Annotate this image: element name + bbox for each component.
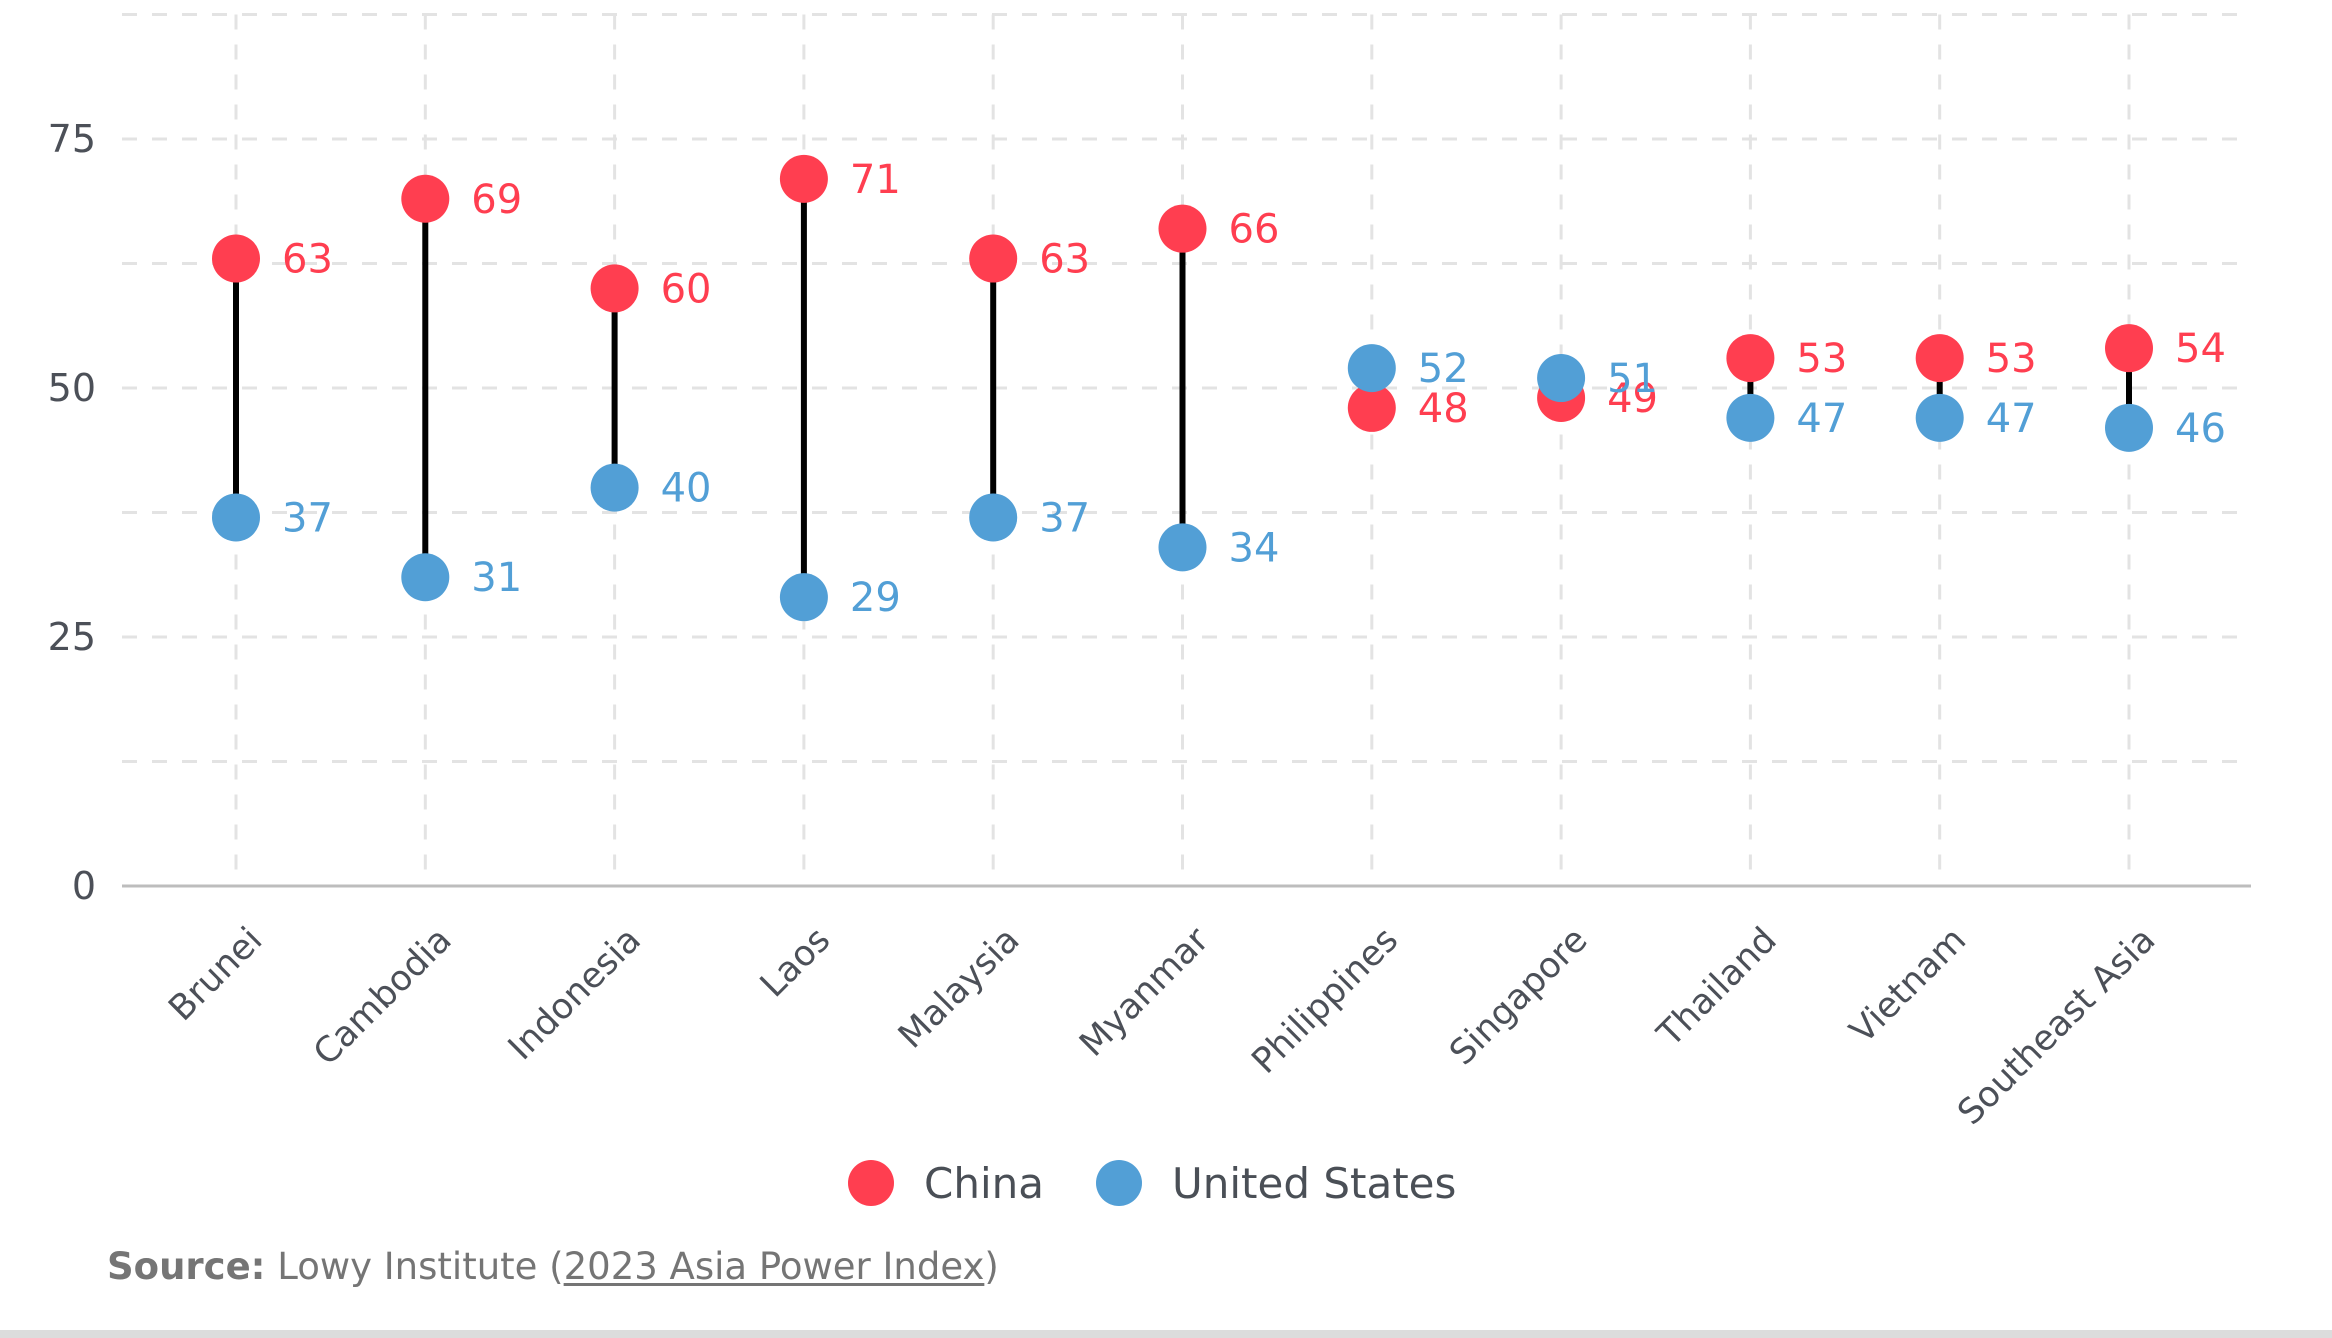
legend: China United States <box>848 1155 1508 1211</box>
x-tick-label-vietnam: Vietnam <box>1843 920 1974 1051</box>
dumbbell-chart: 0 25 50 75 Brunei Cambodia Indonesia Laos Malay… <box>48 13 2251 1133</box>
data-label-united-states-philippines: 52 <box>1418 346 1469 392</box>
data-label-united-states-malaysia: 37 <box>1039 495 1090 541</box>
point-united-states-brunei[interactable] <box>212 493 260 542</box>
point-united-states-myanmar[interactable] <box>1158 523 1207 572</box>
y-tick-label: 75 <box>48 117 96 161</box>
data-label-china-cambodia: 69 <box>471 177 522 223</box>
point-united-states-laos[interactable] <box>779 573 828 622</box>
data-labels: 63 69 60 71 63 66 48 49 53 53 54 37 31 40 29 37 34 52 51 47… <box>282 157 2226 621</box>
source-text-close: ) <box>984 1245 999 1288</box>
data-label-united-states-brunei: 37 <box>282 495 333 541</box>
point-china-indonesia[interactable] <box>590 264 639 313</box>
data-label-china-southeast-asia: 54 <box>2175 326 2226 372</box>
data-label-united-states-vietnam: 47 <box>1986 396 2037 442</box>
data-label-united-states-cambodia: 31 <box>471 555 522 601</box>
data-label-united-states-thailand: 47 <box>1796 396 1847 442</box>
x-tick-label-laos: Laos <box>753 920 838 1005</box>
legend-label-china: China <box>924 1158 1044 1208</box>
point-united-states-thailand[interactable] <box>1726 393 1775 442</box>
point-united-states-southeast-asia[interactable] <box>2105 403 2153 452</box>
point-united-states-singapore[interactable] <box>1537 354 1586 403</box>
x-tick-label-singapore: Singapore <box>1442 920 1595 1073</box>
x-tick-label-indonesia: Indonesia <box>501 920 649 1068</box>
point-china-thailand[interactable] <box>1726 334 1775 383</box>
y-tick-label: 25 <box>48 615 96 659</box>
data-label-united-states-southeast-asia: 46 <box>2175 406 2226 452</box>
point-china-myanmar[interactable] <box>1158 204 1207 253</box>
source-note: Source: Lowy Institute (2023 Asia Power … <box>107 1245 999 1288</box>
point-china-cambodia[interactable] <box>401 174 450 223</box>
data-label-china-laos: 71 <box>850 157 901 203</box>
point-china-laos[interactable] <box>779 154 828 203</box>
data-label-china-philippines: 48 <box>1418 386 1469 432</box>
horizontal-gridlines <box>122 13 2251 763</box>
y-axis-tick-labels: 0 25 50 75 <box>48 117 96 908</box>
point-united-states-philippines[interactable] <box>1347 344 1396 393</box>
y-tick-label: 0 <box>72 864 96 908</box>
point-united-states-cambodia[interactable] <box>401 553 450 602</box>
x-tick-label-myanmar: Myanmar <box>1072 920 1217 1065</box>
vertical-gridlines <box>234 14 2131 886</box>
data-label-china-malaysia: 63 <box>1039 237 1090 283</box>
legend-swatch-united-states <box>1095 1160 1142 1206</box>
source-link[interactable]: 2023 Asia Power Index <box>563 1245 985 1288</box>
data-label-united-states-singapore: 51 <box>1607 356 1658 402</box>
point-united-states-vietnam[interactable] <box>1915 393 1964 442</box>
point-china-vietnam[interactable] <box>1915 334 1964 383</box>
x-tick-label-cambodia: Cambodia <box>306 920 459 1073</box>
y-tick-label: 50 <box>48 366 96 410</box>
x-tick-label-brunei: Brunei <box>161 920 270 1029</box>
point-china-brunei[interactable] <box>212 234 260 283</box>
data-label-china-brunei: 63 <box>282 237 333 283</box>
data-label-china-indonesia: 60 <box>661 266 712 312</box>
point-china-southeast-asia[interactable] <box>2105 324 2153 373</box>
point-united-states-indonesia[interactable] <box>590 463 639 512</box>
data-label-united-states-laos: 29 <box>850 575 901 621</box>
x-tick-label-thailand: Thailand <box>1649 920 1784 1055</box>
legend-swatch-china <box>848 1160 894 1206</box>
x-tick-label-malaysia: Malaysia <box>891 920 1027 1056</box>
bottom-divider <box>0 1330 2332 1338</box>
x-axis-tick-labels: Brunei Cambodia Indonesia Laos Malaysia Myanm… <box>161 920 2163 1133</box>
data-points <box>212 154 2153 622</box>
data-label-united-states-myanmar: 34 <box>1229 525 1280 571</box>
source-label: Source: <box>107 1245 266 1288</box>
legend-item-china[interactable]: China <box>848 1159 1044 1208</box>
source-text: Lowy Institute ( <box>265 1245 564 1288</box>
data-label-china-myanmar: 66 <box>1229 207 1280 253</box>
point-united-states-malaysia[interactable] <box>969 493 1018 542</box>
x-tick-label-philippines: Philippines <box>1245 920 1407 1082</box>
data-label-united-states-indonesia: 40 <box>661 466 712 512</box>
point-china-malaysia[interactable] <box>969 234 1018 283</box>
x-tick-label-southeast-asia: Southeast Asia <box>1950 920 2163 1133</box>
data-label-china-singapore: 49 <box>1607 376 1658 422</box>
data-label-china-thailand: 53 <box>1796 336 1847 382</box>
point-china-philippines[interactable] <box>1347 383 1396 432</box>
legend-item-united-states[interactable]: United States <box>1095 1158 1457 1208</box>
data-label-china-vietnam: 53 <box>1986 336 2037 382</box>
legend-label-united-states: United States <box>1171 1158 1457 1208</box>
